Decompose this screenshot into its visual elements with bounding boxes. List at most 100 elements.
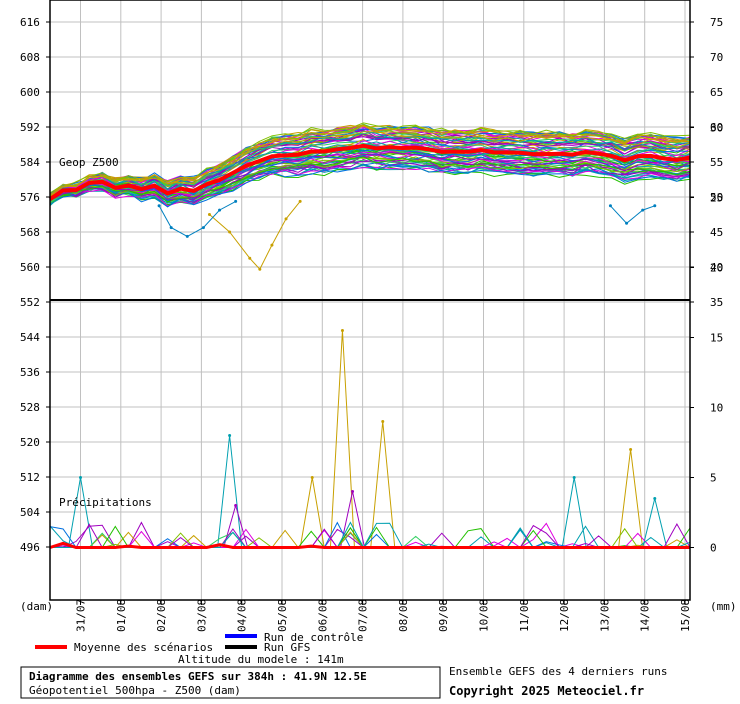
x-date-label: 15/08 bbox=[679, 599, 692, 632]
right-tick-label: 0 bbox=[710, 542, 717, 555]
x-date-label: 31/07 bbox=[75, 599, 88, 632]
left-axis-unit: (dam) bbox=[20, 600, 53, 613]
mean-lines bbox=[48, 143, 691, 549]
ensemble-member-line bbox=[49, 158, 691, 201]
outlier-member-point bbox=[258, 267, 262, 271]
x-date-label: 04/08 bbox=[236, 599, 249, 632]
precip-mean-line bbox=[49, 541, 690, 549]
outlier-member-point bbox=[298, 199, 302, 203]
right-tick-label: 70 bbox=[710, 51, 723, 64]
left-tick-label: 568 bbox=[20, 226, 40, 239]
footer-title: Diagramme des ensembles GEFS sur 384h : … bbox=[29, 670, 367, 683]
left-tick-label: 528 bbox=[20, 401, 40, 414]
x-date-label: 07/08 bbox=[357, 599, 370, 632]
ensemble-member-line bbox=[49, 129, 691, 197]
outlier-member-point bbox=[234, 199, 238, 203]
outlier-member-line bbox=[158, 200, 236, 237]
ensemble-member-line bbox=[49, 163, 691, 208]
right-tick-label: 75 bbox=[710, 16, 723, 29]
right-tick-label: 40 bbox=[710, 261, 723, 274]
ensemble-member-line bbox=[49, 156, 691, 203]
x-date-label: 05/08 bbox=[276, 599, 289, 632]
outlier-member-point bbox=[228, 230, 232, 234]
left-tick-label: 496 bbox=[20, 541, 40, 554]
precip-member-line bbox=[50, 529, 691, 549]
x-date-label: 11/08 bbox=[518, 599, 531, 632]
outlier-member-point bbox=[185, 234, 189, 238]
precip-member-spike bbox=[217, 435, 243, 548]
footer-runs: Ensemble GEFS des 4 derniers runs bbox=[449, 665, 668, 678]
right-tick-label: 15 bbox=[710, 332, 723, 345]
precip-member-line bbox=[50, 521, 691, 549]
outlier-member-point bbox=[218, 208, 222, 212]
right-tick-label: 35 bbox=[710, 296, 723, 309]
x-date-label: 03/08 bbox=[195, 599, 208, 632]
ensemble-members bbox=[49, 122, 691, 208]
precip-member-point bbox=[629, 448, 633, 451]
x-date-label: 13/08 bbox=[598, 599, 611, 632]
legend-label-gfs: Run GFS bbox=[264, 641, 310, 654]
ensemble-member-line bbox=[49, 131, 691, 199]
outlier-member-point bbox=[608, 204, 612, 208]
left-tick-label: 520 bbox=[20, 436, 40, 449]
left-tick-label: 544 bbox=[20, 331, 40, 344]
x-date-label: 06/08 bbox=[316, 599, 329, 632]
legend-swatch-mean bbox=[35, 645, 67, 649]
outlier-member-line bbox=[209, 201, 301, 271]
x-date-label: 08/08 bbox=[397, 599, 410, 632]
legend-swatch-control bbox=[225, 634, 257, 638]
x-date-label: 09/08 bbox=[437, 599, 450, 632]
z500-mean-line bbox=[48, 143, 691, 201]
precip-member-spike bbox=[329, 330, 355, 548]
footer-copyright: Copyright 2025 Meteociel.fr bbox=[449, 684, 644, 698]
precip-member-point bbox=[572, 476, 576, 479]
left-tick-label: 592 bbox=[20, 121, 40, 134]
precip-member-point bbox=[234, 504, 238, 507]
left-tick-label: 536 bbox=[20, 366, 40, 379]
x-date-label: 01/08 bbox=[115, 599, 128, 632]
outlier-members bbox=[157, 199, 657, 271]
ensemble-member-line bbox=[49, 122, 691, 199]
right-tick-label: 55 bbox=[710, 156, 723, 169]
footer-subtitle: Géopotentiel 500hpa - Z500 (dam) bbox=[29, 684, 241, 697]
precip-member-point bbox=[653, 497, 657, 500]
precip-member-point bbox=[351, 490, 355, 493]
x-axis-date-labels: 31/07 01/08 02/08 03/08 04/08 05/08 06/08 07/08… bbox=[75, 599, 693, 632]
right-tick-label: 10 bbox=[710, 402, 723, 415]
x-date-label: 02/08 bbox=[155, 599, 168, 632]
right-tick-label: 5 bbox=[710, 472, 717, 485]
left-tick-label: 512 bbox=[20, 471, 40, 484]
left-tick-label: 608 bbox=[20, 51, 40, 64]
precip-member-point bbox=[381, 420, 385, 423]
left-axis-ticks: 616 608 600 592 584 576 568 560 552 544 536 528 520 5… bbox=[20, 16, 50, 554]
ensemble-member-line bbox=[49, 166, 691, 207]
outlier-member-point bbox=[270, 243, 274, 247]
left-tick-label: 504 bbox=[20, 506, 40, 519]
left-tick-label: 552 bbox=[20, 296, 40, 309]
right-tick-label: 65 bbox=[710, 86, 723, 99]
outlier-member-point bbox=[284, 217, 288, 221]
outlier-member-point bbox=[169, 226, 173, 230]
right-axis-unit: (mm) bbox=[710, 600, 737, 613]
outlier-member-point bbox=[201, 226, 205, 230]
altitude-text: Altitude du modele : 141m bbox=[178, 653, 344, 666]
x-date-label: 14/08 bbox=[639, 599, 652, 632]
outlier-member-point bbox=[248, 256, 252, 260]
legend: Run de contrôle Moyenne des scénarios Ru… bbox=[35, 631, 363, 666]
outlier-member-point bbox=[157, 204, 161, 208]
left-tick-label: 600 bbox=[20, 86, 40, 99]
right-tick-label: 60 bbox=[710, 121, 723, 134]
plot-frame bbox=[49, 0, 691, 601]
precip-member-point bbox=[79, 476, 82, 479]
ensemble-member-line bbox=[49, 124, 690, 198]
precip-member-point bbox=[228, 434, 232, 437]
precip-member-spike bbox=[370, 421, 396, 548]
legend-label-mean: Moyenne des scénarios bbox=[74, 641, 213, 654]
right-tick-label: 45 bbox=[710, 226, 723, 239]
x-date-label: 12/08 bbox=[558, 599, 571, 632]
right-tick-label: 30 bbox=[710, 122, 723, 135]
left-tick-label: 560 bbox=[20, 261, 40, 274]
panel-label-precip: Précipitations bbox=[59, 496, 152, 509]
left-tick-label: 584 bbox=[20, 156, 40, 169]
